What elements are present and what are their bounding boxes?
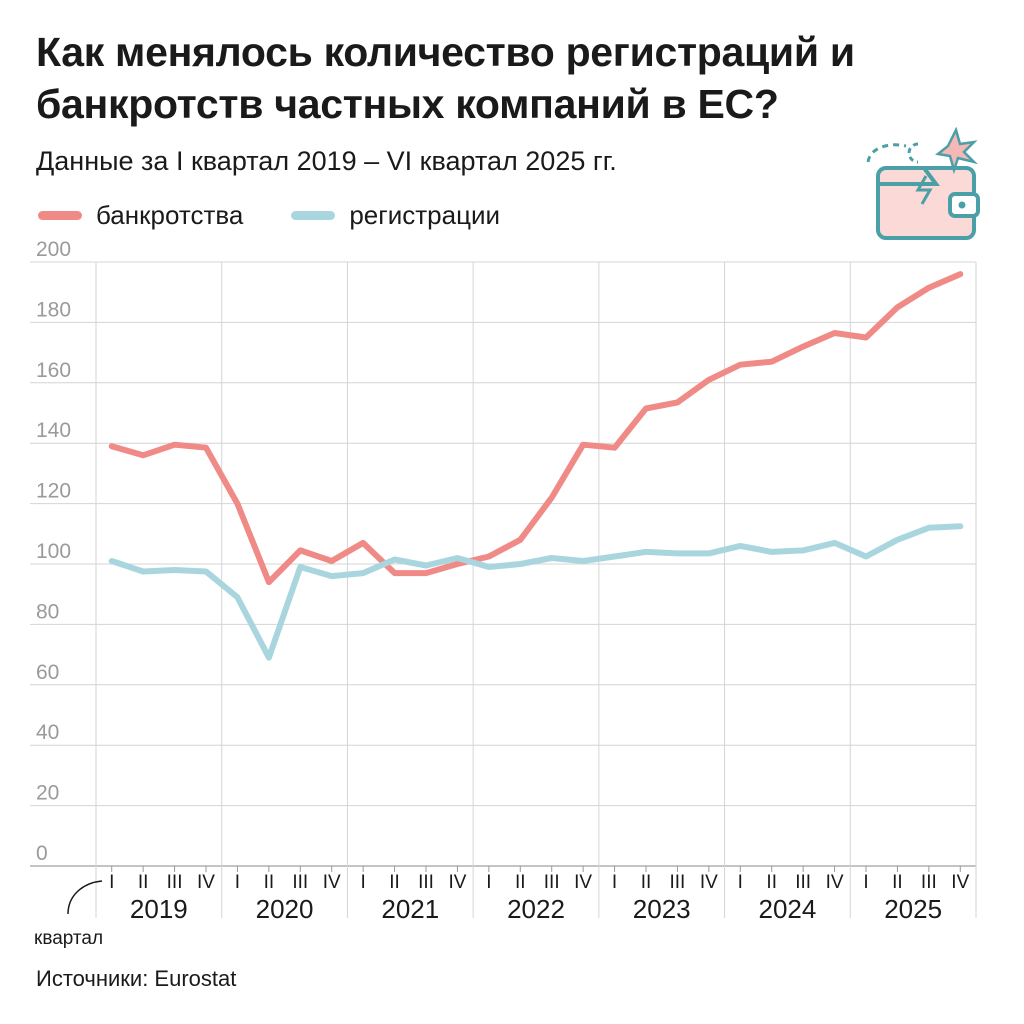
quarter-label: I [612, 872, 617, 893]
year-label-2022: 2022 [507, 894, 565, 924]
quarter-label: II [892, 872, 903, 893]
quarter-label: II [766, 872, 777, 893]
y-tick-label-140: 140 [36, 419, 71, 442]
y-tick-label-80: 80 [36, 600, 59, 623]
year-label-2021: 2021 [381, 894, 439, 924]
quarter-label: III [670, 872, 686, 893]
quarter-label: IV [826, 872, 844, 893]
quarter-label: I [863, 872, 868, 893]
legend-swatch-registrations [291, 210, 336, 220]
quarter-label: III [418, 872, 434, 893]
quarter-label: III [544, 872, 560, 893]
x-axis-arrow [67, 880, 103, 915]
wallet-icon [866, 126, 980, 240]
source-note: Источники: Eurostat [36, 966, 237, 991]
quarter-label: I [109, 872, 114, 893]
y-tick-label-200: 200 [36, 240, 71, 261]
quarter-label: II [138, 872, 149, 893]
quarter-label: IV [700, 872, 718, 893]
legend-swatch-bankruptcies [38, 210, 82, 220]
year-label-2019: 2019 [130, 894, 188, 924]
quarter-label: III [795, 872, 811, 893]
year-label-2023: 2023 [633, 894, 691, 924]
quarter-label: IV [197, 872, 215, 893]
quarter-label: III [921, 872, 937, 893]
legend: банкротства регистрации [38, 198, 548, 232]
series-line-bankruptcies [108, 271, 964, 586]
y-tick-label-40: 40 [36, 721, 59, 744]
quarter-label: II [264, 872, 275, 893]
series-line-registrations [108, 523, 964, 661]
grid-lines [30, 261, 977, 918]
quarter-label: IV [951, 872, 969, 893]
legend-label-registrations: регистрации [349, 199, 501, 230]
y-tick-label-0: 0 [36, 842, 48, 865]
quarter-label: II [641, 872, 652, 893]
chart-title: Как менялось количество регистраций и ба… [36, 29, 855, 127]
y-tick-label-60: 60 [36, 661, 59, 684]
quarter-label: III [167, 872, 183, 893]
year-label-2025: 2025 [884, 894, 942, 924]
year-label-2024: 2024 [759, 894, 817, 924]
quarter-label: III [292, 872, 308, 893]
quarter-label: I [486, 872, 491, 893]
y-tick-label-180: 180 [36, 298, 71, 321]
quarter-label: II [515, 872, 526, 893]
quarter-label: IV [323, 872, 341, 893]
quarter-label: I [235, 872, 240, 893]
quarter-label: IV [574, 872, 592, 893]
y-axis-labels: 0 20 40 60 80 100 120 140 160 180 200 [36, 240, 71, 865]
chart-subtitle: Данные за I квартал 2019 – VI квартал 20… [36, 146, 617, 176]
x-axis: I II III IV I II III IV I II III IV I II III IV I II III IV… [34, 866, 970, 949]
legend-label-bankruptcies: банкротства [96, 199, 244, 230]
y-tick-label-120: 120 [36, 480, 71, 503]
x-axis-label: квартал [34, 928, 103, 949]
y-tick-label-20: 20 [36, 782, 59, 805]
legend-item-registrations: регистрации [291, 200, 500, 231]
series-lines [108, 271, 964, 661]
quarter-label: I [738, 872, 743, 893]
legend-item-bankruptcies: банкротства [38, 200, 243, 231]
quarter-label: IV [448, 872, 466, 893]
y-tick-label-100: 100 [36, 540, 71, 563]
quarter-label: I [361, 872, 366, 893]
quarter-label: II [389, 872, 400, 893]
y-tick-label-160: 160 [36, 359, 71, 382]
year-label-2020: 2020 [256, 894, 314, 924]
